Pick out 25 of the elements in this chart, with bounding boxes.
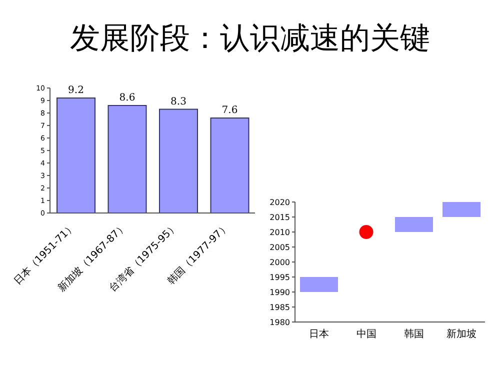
x-tick-label: 韩国	[404, 328, 424, 340]
x-tick-label: 日本	[308, 328, 329, 340]
bar	[159, 108, 198, 213]
bar	[395, 217, 433, 232]
y-tick-label: 1980	[270, 318, 290, 327]
data-label: 7.6	[222, 105, 238, 116]
y-tick-label: 2020	[270, 198, 290, 207]
x-tick-label: 中国	[356, 328, 376, 340]
y-tick-label: 2010	[270, 228, 290, 237]
bar	[442, 202, 480, 217]
y-tick-label: 2005	[270, 242, 290, 252]
x-tick-label: 新加坡	[446, 328, 476, 340]
chart-title: 发展阶段：认识减速的关键	[69, 20, 431, 58]
bar	[300, 277, 338, 292]
data-label: 9.2	[68, 85, 84, 96]
y-tick-label: 1985	[270, 302, 290, 312]
y-tick-label: 2015	[270, 212, 290, 222]
bar	[210, 118, 250, 213]
bar	[56, 98, 96, 213]
y-tick-label: 1990	[270, 288, 290, 297]
bar	[108, 105, 147, 213]
data-label: 8.6	[119, 92, 136, 104]
y-tick-label: 1995	[270, 272, 290, 282]
y-tick-label: 2000	[270, 258, 290, 267]
data-label: 8.3	[170, 96, 186, 108]
